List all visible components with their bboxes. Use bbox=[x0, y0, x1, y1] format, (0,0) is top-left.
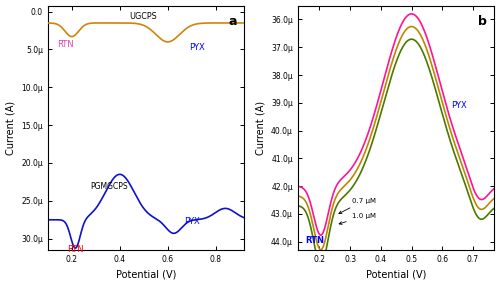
Text: UGCPS: UGCPS bbox=[130, 13, 157, 21]
Text: 0.7 μM: 0.7 μM bbox=[339, 198, 376, 213]
Text: RTN: RTN bbox=[305, 236, 324, 245]
Text: PYX: PYX bbox=[184, 217, 200, 227]
Text: PYX: PYX bbox=[452, 101, 467, 110]
Text: RTN: RTN bbox=[67, 245, 84, 254]
Text: PGMGCPS: PGMGCPS bbox=[90, 182, 128, 191]
Text: PYX: PYX bbox=[190, 43, 205, 52]
Y-axis label: Current (A): Current (A) bbox=[6, 101, 16, 155]
Text: a: a bbox=[228, 15, 236, 28]
Text: b: b bbox=[478, 15, 486, 28]
X-axis label: Potential (V): Potential (V) bbox=[116, 269, 176, 280]
Y-axis label: Current (A): Current (A) bbox=[256, 101, 266, 155]
Text: 1.0 μM: 1.0 μM bbox=[339, 213, 376, 224]
X-axis label: Potential (V): Potential (V) bbox=[366, 269, 426, 280]
Text: RTN: RTN bbox=[58, 40, 74, 49]
